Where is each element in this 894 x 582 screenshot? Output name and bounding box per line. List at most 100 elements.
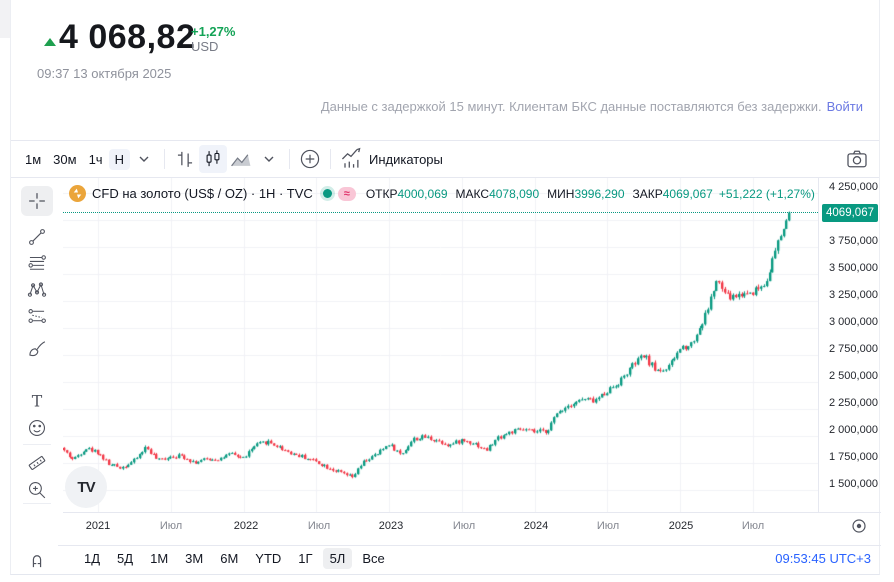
y-axis-label: 2 000,000 xyxy=(829,424,878,436)
current-price: 4 068,82 xyxy=(59,18,196,56)
toolbar-divider xyxy=(288,149,290,169)
login-link[interactable]: Войти xyxy=(826,99,863,114)
brush-icon xyxy=(29,341,46,357)
xabcd-pattern-icon xyxy=(27,282,47,297)
x-axis-label: 2023 xyxy=(378,520,404,532)
magnet-icon xyxy=(32,555,42,568)
price-axis[interactable]: 4 250,000 4 000,000 3 750,000 3 500,000 … xyxy=(818,178,881,512)
chevron-down-icon xyxy=(264,156,274,162)
ohlc-high-value: 4078,090 xyxy=(489,186,540,201)
ohlc-low: МИН3996,290 xyxy=(547,187,624,201)
zoom-in-icon xyxy=(28,481,46,499)
magnet-mode-button[interactable] xyxy=(22,548,52,572)
text-icon: T xyxy=(32,392,43,411)
tools-divider xyxy=(23,444,51,445)
range-button-1y[interactable]: 1Г xyxy=(298,551,313,566)
quote-timestamp: 09:37 13 октября 2025 xyxy=(37,66,172,81)
indicators-icon xyxy=(341,147,361,168)
delay-notice: Данные с задержкой 15 минут. Клиентам БК… xyxy=(321,99,863,114)
range-button-ytd[interactable]: YTD xyxy=(255,551,282,566)
bottom-bar: 1Д 5Д 1М 3М 6М YTD 1Г 5Л Все 09:53:45 UT… xyxy=(11,546,879,575)
y-axis-label: 4 250,000 xyxy=(829,181,878,193)
interval-button-1m[interactable]: 1м xyxy=(25,151,42,167)
tool-brush[interactable] xyxy=(21,333,53,363)
ohlc-high: МАКС4078,090 xyxy=(456,187,540,201)
tool-text[interactable]: T xyxy=(21,386,53,416)
y-axis-label: 1 750,000 xyxy=(829,451,878,463)
drawing-tools-sidebar: T xyxy=(11,178,63,575)
tool-xabcd-pattern[interactable] xyxy=(21,275,53,305)
delay-notice-text: Данные с задержкой 15 минут. Клиентам БК… xyxy=(320,99,822,114)
range-button-5y-selected[interactable]: 5Л xyxy=(322,548,353,569)
interval-button-30m[interactable]: 30м xyxy=(53,151,77,167)
x-axis-label: 2024 xyxy=(523,520,549,532)
trend-line-icon xyxy=(29,229,45,245)
tool-zoom-in[interactable] xyxy=(21,475,53,505)
ohlc-low-label: МИН xyxy=(547,186,575,201)
tool-fib-retracement[interactable] xyxy=(21,248,53,278)
ohlc-close-label: ЗАКР xyxy=(632,186,663,201)
toolbar-divider xyxy=(329,149,331,169)
candle-style-button[interactable] xyxy=(198,145,227,173)
x-axis-label: Июл xyxy=(307,520,331,532)
y-axis-label: 3 000,000 xyxy=(829,316,878,328)
x-axis-label: 2025 xyxy=(668,520,694,532)
snapshot-button[interactable] xyxy=(843,145,871,173)
interval-dropdown-button[interactable] xyxy=(130,145,158,173)
y-axis-label: 2 750,000 xyxy=(829,343,878,355)
range-button-1d[interactable]: 1Д xyxy=(84,551,101,566)
ohlc-high-label: МАКС xyxy=(455,186,490,201)
tool-long-short-position[interactable] xyxy=(21,301,53,331)
y-axis-label: 1 500,000 xyxy=(829,478,878,490)
price-chart-canvas[interactable] xyxy=(63,178,818,512)
chevron-down-icon xyxy=(139,156,149,162)
candles-style-icon xyxy=(206,150,220,167)
tool-emoji[interactable] xyxy=(21,413,53,443)
crosshair-icon xyxy=(29,193,45,209)
range-button-3m[interactable]: 3М xyxy=(185,551,204,566)
price-up-arrow-icon xyxy=(44,38,56,46)
y-axis-label: 2 250,000 xyxy=(829,397,878,409)
quote-header: 4 068,82 +1,27% USD 09:37 13 октября 202… xyxy=(11,0,879,140)
range-button-6m[interactable]: 6М xyxy=(220,551,239,566)
indicators-button[interactable] xyxy=(337,145,365,173)
style-dropdown-button[interactable] xyxy=(255,145,283,173)
indicators-label[interactable]: Индикаторы xyxy=(368,151,443,167)
y-axis-label: 3 250,000 xyxy=(829,289,878,301)
bottom-bar-border xyxy=(58,545,881,546)
range-button-1m[interactable]: 1М xyxy=(150,551,169,566)
x-axis-label: Июл xyxy=(452,520,476,532)
interval-button-1d-selected[interactable]: Н xyxy=(108,148,130,170)
page-corner-shade xyxy=(0,0,10,38)
axis-settings-button[interactable] xyxy=(851,518,867,534)
chart-widget: 4 068,82 +1,27% USD 09:37 13 октября 202… xyxy=(10,0,881,575)
tool-trend-line[interactable] xyxy=(21,222,53,252)
symbol-title[interactable]: CFD на золото (US$ / OZ) · 1H · TVC xyxy=(92,186,313,201)
interval-button-1h[interactable]: 1ч xyxy=(88,151,103,167)
tool-ruler[interactable] xyxy=(21,448,53,478)
x-axis-label: 2022 xyxy=(233,520,259,532)
bars-style-icon xyxy=(177,151,193,167)
range-selector: 1Д 5Д 1М 3М 6М YTD 1Г 5Л Все xyxy=(77,548,392,569)
market-status-dot[interactable] xyxy=(322,189,332,198)
area-style-button[interactable] xyxy=(227,145,255,173)
time-axis[interactable]: 2021 Июл 2022 Июл 2023 Июл 2024 Июл 2025… xyxy=(63,512,881,545)
current-price-line xyxy=(63,212,818,213)
current-price-tag: 4069,067 xyxy=(822,204,878,222)
session-clock[interactable]: 09:53:45 UTC+3 xyxy=(775,551,871,566)
x-axis-label: Июл xyxy=(159,520,183,532)
range-button-5d[interactable]: 5Д xyxy=(117,551,134,566)
bar-style-button[interactable] xyxy=(171,145,199,173)
chart-legend: CFD на золото (US$ / OZ) · 1H · TVC ≈ ОТ… xyxy=(69,185,815,202)
tradingview-watermark-logo[interactable]: TV xyxy=(65,466,107,508)
range-button-all[interactable]: Все xyxy=(362,551,385,566)
price-currency: USD xyxy=(191,39,219,54)
ohlc-close: ЗАКР4069,067 xyxy=(633,187,713,201)
y-axis-label: 2 500,000 xyxy=(829,370,878,382)
delayed-data-badge[interactable]: ≈ xyxy=(337,186,356,201)
toolbar-divider xyxy=(163,149,165,169)
camera-icon xyxy=(847,150,867,168)
compare-add-button[interactable] xyxy=(296,145,324,173)
long-short-position-icon xyxy=(28,309,46,323)
tool-crosshair[interactable] xyxy=(21,186,53,216)
